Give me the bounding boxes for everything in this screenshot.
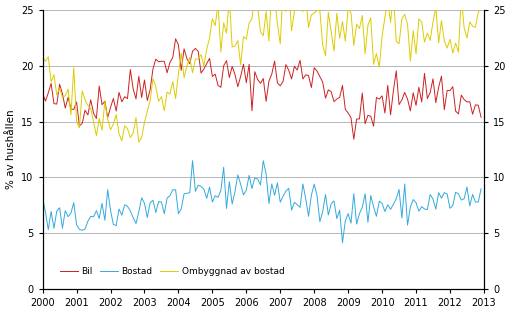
Bostad: [399, 216, 405, 220]
Ombyggnad av bostad: [348, 11, 354, 15]
Line: Bostad: Bostad: [42, 161, 481, 243]
Bostad: [150, 198, 156, 202]
Ombyggnad av bostad: [39, 55, 45, 59]
Bil: [478, 116, 484, 119]
Y-axis label: % av hushållen: % av hushållen: [6, 110, 15, 189]
Bil: [150, 67, 156, 71]
Bostad: [348, 221, 354, 225]
Bostad: [223, 207, 229, 210]
Bostad: [478, 187, 484, 191]
Bil: [39, 92, 45, 95]
Legend: Bil, Bostad, Ombyggnad av bostad: Bil, Bostad, Ombyggnad av bostad: [56, 263, 288, 279]
Bostad: [339, 241, 345, 245]
Ombyggnad av bostad: [153, 85, 159, 89]
Bostad: [206, 185, 213, 189]
Bil: [351, 137, 357, 141]
Ombyggnad av bostad: [478, 7, 484, 11]
Ombyggnad av bostad: [223, 31, 229, 35]
Ombyggnad av bostad: [206, 36, 213, 40]
Ombyggnad av bostad: [136, 140, 142, 144]
Line: Bil: Bil: [42, 39, 481, 139]
Bil: [173, 37, 179, 41]
Bostad: [190, 159, 196, 163]
Bil: [399, 98, 405, 102]
Bostad: [39, 196, 45, 200]
Line: Ombyggnad av bostad: Ombyggnad av bostad: [42, 0, 481, 142]
Bostad: [303, 197, 309, 200]
Ombyggnad av bostad: [306, 26, 312, 30]
Bil: [223, 59, 229, 62]
Bil: [345, 111, 351, 115]
Bil: [303, 73, 309, 77]
Ombyggnad av bostad: [399, 17, 405, 21]
Bil: [206, 57, 213, 60]
